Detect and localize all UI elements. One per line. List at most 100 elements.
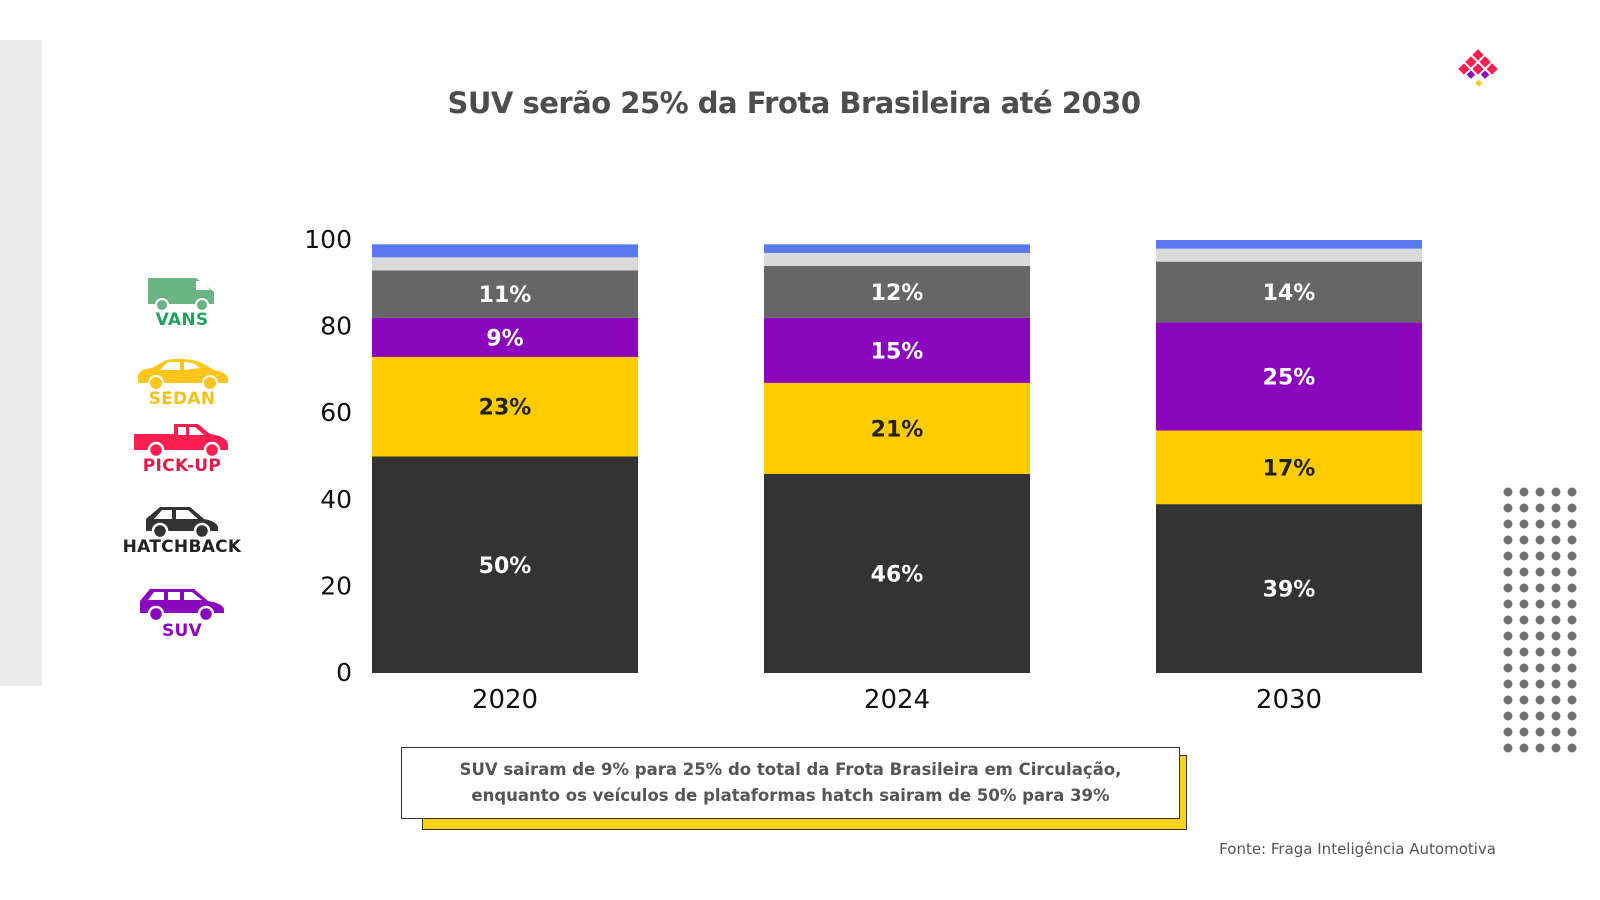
decoration-dot [1567, 503, 1577, 513]
decoration-dot [1535, 487, 1545, 497]
decoration-dot [1519, 519, 1529, 529]
decoration-dot [1519, 711, 1529, 721]
bar-segment-pick-up-2020 [372, 270, 638, 318]
decoration-dot [1503, 711, 1513, 721]
decoration-dot [1535, 727, 1545, 737]
decoration-dot [1551, 743, 1561, 753]
decoration-dot [1519, 695, 1529, 705]
data-label: 46% [871, 562, 924, 587]
decoration-dot [1519, 503, 1529, 513]
bar-segment-hatchback-2024 [764, 473, 1030, 673]
decoration-dot [1551, 551, 1561, 561]
decoration-dot [1551, 487, 1561, 497]
x-tick-label: 2020 [472, 685, 538, 715]
decoration-dot [1551, 599, 1561, 609]
data-label: 14% [1263, 281, 1316, 306]
bar-segment-outros-2024 [764, 252, 1030, 266]
suv-icon [140, 589, 224, 623]
decoration-dot [1503, 503, 1513, 513]
decoration-dot [1519, 487, 1529, 497]
decoration-dot [1519, 679, 1529, 689]
y-tick-label: 80 [320, 312, 352, 341]
caption-box: SUV sairam de 9% para 25% do total da Fr… [401, 747, 1180, 819]
decoration-dot [1551, 647, 1561, 657]
legend-item-hatchback: HATCHBACK [112, 503, 252, 557]
decoration-dot [1551, 663, 1561, 673]
decoration-dot [1519, 743, 1529, 753]
decoration-dot [1503, 727, 1513, 737]
data-label: 11% [479, 283, 532, 308]
bar-segment-vans-2020 [372, 244, 638, 258]
bar-segment-outros-2030 [1156, 248, 1422, 262]
legend-label: PICK-UP [142, 456, 222, 476]
x-tick-label: 2024 [864, 685, 930, 715]
decoration-dot [1567, 727, 1577, 737]
decoration-dot [1519, 599, 1529, 609]
pickup-icon [134, 424, 228, 458]
y-tick-label: 20 [320, 571, 352, 600]
decoration-dot [1503, 647, 1513, 657]
bar-segment-vans-2030 [1156, 240, 1422, 249]
van-icon [148, 278, 214, 312]
decoration-dot [1567, 519, 1577, 529]
legend-item-suv: SUV [112, 585, 252, 641]
legend-label: SEDAN [148, 389, 216, 409]
bar-segment-sedan-2020 [372, 356, 638, 457]
decoration-dot [1551, 615, 1561, 625]
decoration-dot [1551, 503, 1561, 513]
data-label: 9% [486, 326, 523, 351]
decoration-dot [1503, 535, 1513, 545]
data-label: 12% [871, 281, 924, 306]
decoration-dot [1503, 663, 1513, 673]
decoration-dot [1503, 487, 1513, 497]
caption-text: SUV sairam de 9% para 25% do total da Fr… [459, 760, 1122, 805]
data-label: 39% [1263, 578, 1316, 603]
bar-segment-pick-up-2024 [764, 265, 1030, 318]
decoration-dot [1535, 615, 1545, 625]
legend-item-pickup: PICK-UP [112, 422, 252, 476]
decoration-dot [1551, 695, 1561, 705]
decoration-dot [1503, 583, 1513, 593]
y-tick-label: 60 [320, 398, 352, 427]
decoration-dot [1519, 663, 1529, 673]
decoration-dot [1567, 487, 1577, 497]
data-label: 15% [871, 339, 924, 364]
y-tick-label: 40 [320, 485, 352, 514]
hatchback-icon [146, 507, 218, 539]
bar-segment-hatchback-2020 [372, 456, 638, 673]
decoration-dot [1551, 519, 1561, 529]
decoration-dot [1567, 583, 1577, 593]
decoration-dot [1567, 615, 1577, 625]
decoration-dot [1503, 743, 1513, 753]
legend-label: VANS [155, 310, 209, 330]
decoration-dot [1535, 663, 1545, 673]
decoration-dot [1535, 647, 1545, 657]
data-label: 23% [479, 396, 532, 421]
side-panel [0, 40, 42, 686]
bar-segment-sedan-2030 [1156, 430, 1422, 505]
decoration-dot [1551, 679, 1561, 689]
decoration-dot [1519, 583, 1529, 593]
legend-item-sedan: SEDAN [112, 357, 252, 409]
decoration-dot [1551, 535, 1561, 545]
data-label: 17% [1263, 456, 1316, 481]
decoration-dot [1551, 711, 1561, 721]
decoration-dot [1535, 631, 1545, 641]
decoration-dot [1503, 631, 1513, 641]
decoration-dot [1567, 535, 1577, 545]
decoration-dot [1551, 567, 1561, 577]
legend-label: SUV [161, 621, 203, 641]
chart-title: SUV serão 25% da Frota Brasileira até 20… [447, 86, 1141, 120]
decoration-dot [1535, 535, 1545, 545]
bar-segment-outros-2020 [372, 257, 638, 271]
dot-pattern-decoration [1503, 487, 1577, 753]
decoration-dot [1567, 599, 1577, 609]
bar-segment-suv-2030 [1156, 322, 1422, 431]
decoration-dot [1503, 615, 1513, 625]
decoration-dot [1519, 727, 1529, 737]
legend-item-vans: VANS [112, 274, 252, 330]
decoration-dot [1535, 503, 1545, 513]
decoration-dot [1503, 695, 1513, 705]
decoration-dot [1567, 551, 1577, 561]
decoration-dot [1567, 631, 1577, 641]
